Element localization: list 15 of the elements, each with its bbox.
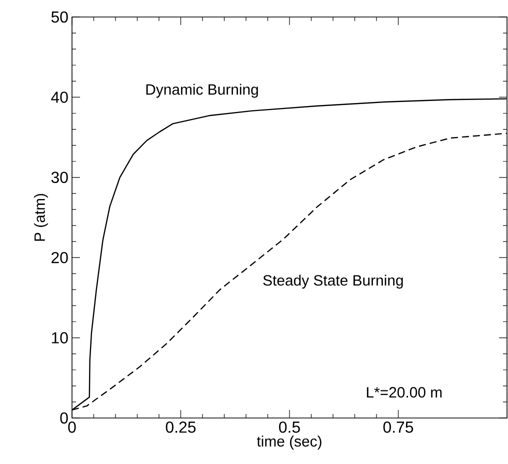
y-axis-title: P (atm) <box>34 194 48 241</box>
y-tick-label: 30 <box>51 172 68 184</box>
y-tick-label: 40 <box>51 92 68 103</box>
x-tick-label: 0 <box>68 422 76 433</box>
y-tick-label: 20 <box>52 252 68 264</box>
series-label: Dynamic Burning <box>146 84 258 98</box>
y-tick-label: 10 <box>52 332 68 344</box>
y-tick-label: 0 <box>60 412 68 424</box>
series-label: Steady State Burning <box>263 274 403 289</box>
annotation: L*=20.00 m <box>366 387 442 398</box>
x-tick-label: 0.75 <box>383 422 414 433</box>
x-tick-label: 0.25 <box>166 422 196 433</box>
x-axis-title: time (sec) <box>256 436 322 450</box>
y-tick-label: 50 <box>51 11 68 23</box>
x-tick-label: 0.5 <box>279 422 300 433</box>
